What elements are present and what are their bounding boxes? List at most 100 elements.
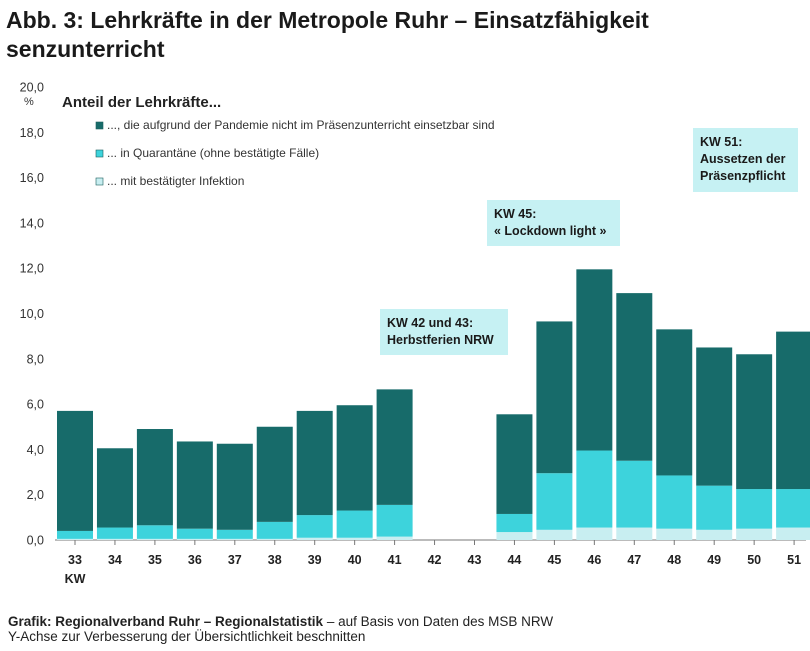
y-unit-label: % xyxy=(24,96,34,108)
annotation-box xyxy=(487,200,620,246)
annotation-text: KW 45: xyxy=(494,207,536,221)
x-tick-label: 47 xyxy=(627,553,641,567)
y-tick-label: 0,0 xyxy=(27,534,44,548)
x-tick-label: 48 xyxy=(667,553,681,567)
bar-segment xyxy=(336,405,373,511)
bar-segment xyxy=(496,414,533,514)
y-tick-label: 10,0 xyxy=(20,307,44,321)
annotation-text: Herbstferien NRW xyxy=(387,333,494,347)
x-tick-label: 45 xyxy=(547,553,561,567)
annotation-text: Aussetzen der xyxy=(700,152,786,166)
x-axis-label: KW xyxy=(65,572,86,586)
y-tick-label: 6,0 xyxy=(27,398,44,412)
bar-segment xyxy=(736,528,773,540)
x-tick-label: 43 xyxy=(468,553,482,567)
bar-segment xyxy=(216,538,253,540)
bar-segment xyxy=(536,321,573,474)
y-tick-label: 16,0 xyxy=(20,171,44,185)
bar-segment xyxy=(656,475,693,529)
bar-segment xyxy=(536,473,573,530)
bar-segment xyxy=(496,513,533,533)
bar-segment xyxy=(776,489,810,528)
y-tick-label: 20,0 xyxy=(20,81,44,95)
bar-segment xyxy=(656,329,693,476)
x-tick-label: 51 xyxy=(787,553,801,567)
y-tick-label: 12,0 xyxy=(20,262,44,276)
bar-segment xyxy=(136,429,173,526)
bar-segment xyxy=(176,441,213,529)
source-rest: – auf Basis von Daten des MSB NRW xyxy=(323,614,554,629)
bar-segment xyxy=(376,536,413,540)
y-tick-label: 2,0 xyxy=(27,488,44,502)
bar-segment xyxy=(256,538,293,540)
annotation-text: KW 51: xyxy=(700,135,742,149)
chart-subtitle: Anteil der Lehrkräfte... xyxy=(62,94,221,111)
bar-segment xyxy=(376,389,413,505)
annotation-text: Präsenzpflicht xyxy=(700,169,786,183)
bar-segment xyxy=(776,331,810,490)
x-tick-label: 36 xyxy=(188,553,202,567)
x-tick-label: 34 xyxy=(108,553,122,567)
bar-segment xyxy=(176,528,213,539)
bar-segment xyxy=(576,450,613,528)
y-tick-label: 4,0 xyxy=(27,443,44,457)
legend-label: ..., die aufgrund der Pandemie nicht im … xyxy=(107,118,495,132)
legend-swatch xyxy=(95,149,104,158)
bar-segment xyxy=(96,448,133,528)
legend-label: ... mit bestätigter Infektion xyxy=(107,174,244,188)
bar-segment xyxy=(296,410,333,516)
axis-note: Y-Achse zur Verbesserung der Übersichtli… xyxy=(8,629,366,644)
annotation-text: « Lockdown light » xyxy=(494,224,607,238)
bar-segment xyxy=(496,532,533,540)
x-tick-label: 35 xyxy=(148,553,162,567)
x-tick-label: 42 xyxy=(428,553,442,567)
bar-segment xyxy=(736,489,773,529)
bar-segment xyxy=(656,528,693,540)
bar-segment xyxy=(776,527,810,540)
chart-footer: Grafik: Regionalverband Ruhr – Regionals… xyxy=(8,614,553,644)
x-tick-label: 49 xyxy=(707,553,721,567)
source-bold: Grafik: Regionalverband Ruhr – Regionals… xyxy=(8,614,324,629)
bar-segment xyxy=(136,525,173,539)
bar-segment xyxy=(57,538,93,540)
bar-segment xyxy=(576,269,613,451)
bar-segment xyxy=(176,538,213,540)
bar-segment xyxy=(136,538,173,540)
source-line: Grafik: Regionalverband Ruhr – Regionals… xyxy=(8,614,553,629)
x-tick-label: 37 xyxy=(228,553,242,567)
y-tick-label: 18,0 xyxy=(20,126,44,140)
bar-segment xyxy=(536,529,573,540)
bar-segment xyxy=(296,537,333,540)
chart-title: Abb. 3: Lehrkräfte in der Metropole Ruhr… xyxy=(6,7,649,62)
bar-segment xyxy=(616,293,653,461)
bar-segment xyxy=(57,530,93,539)
legend-label: ... in Quarantäne (ohne bestätigte Fälle… xyxy=(107,146,319,160)
bar-segment xyxy=(336,537,373,540)
x-tick-label: 44 xyxy=(507,553,521,567)
x-tick-label: 46 xyxy=(587,553,601,567)
annotation-box xyxy=(693,128,798,192)
y-tick-label: 8,0 xyxy=(27,352,44,366)
bar-segment xyxy=(256,521,293,539)
y-tick-label: 14,0 xyxy=(20,216,44,230)
bar-segment xyxy=(696,529,733,540)
bar-segment xyxy=(376,504,413,537)
bar-segment xyxy=(736,354,773,490)
bar-segment xyxy=(96,538,133,540)
bar-segment xyxy=(696,347,733,486)
bar-segment xyxy=(256,426,293,522)
bar-segment xyxy=(336,510,373,538)
x-tick-label: 41 xyxy=(388,553,402,567)
bar-segment xyxy=(96,527,133,539)
legend-swatch xyxy=(95,121,104,130)
x-tick-label: 33 xyxy=(68,553,82,567)
x-tick-label: 50 xyxy=(747,553,761,567)
bar-segment xyxy=(57,410,93,531)
bar-segment xyxy=(216,443,253,530)
x-tick-label: 39 xyxy=(308,553,322,567)
bar-segment xyxy=(616,527,653,540)
annotation-text: KW 42 und 43: xyxy=(387,316,473,330)
bar-segment xyxy=(696,485,733,530)
bar-segment xyxy=(576,527,613,540)
